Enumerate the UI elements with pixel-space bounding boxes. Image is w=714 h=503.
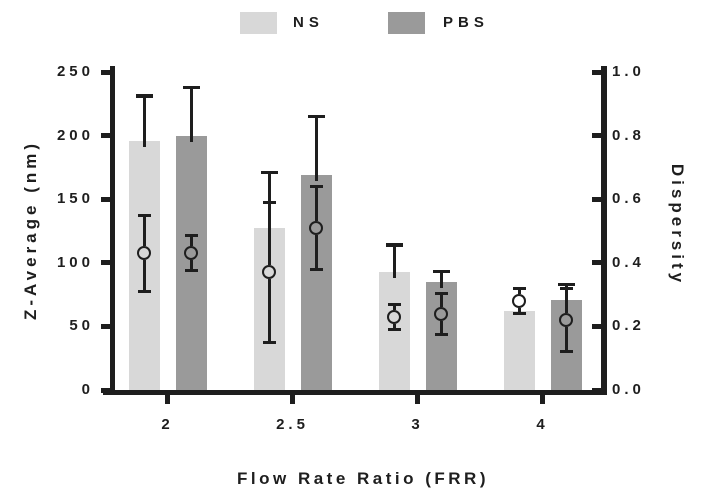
y-axis-left-ticklabel-250: 250 — [56, 63, 94, 80]
y-axis-left-tick-200 — [101, 133, 110, 139]
disp-marker-pbs-frr-4 — [559, 313, 573, 328]
disp-errorcap-bottom-ns-frr-4 — [512, 312, 526, 316]
y-axis-left-tick-50 — [101, 323, 110, 329]
x-axis-tick-frr-4 — [540, 395, 545, 404]
disp-errorbar-upper-pbs-frr-2 — [189, 235, 193, 247]
y-axis-left-ticklabel-200: 200 — [56, 126, 94, 144]
disp-marker-pbs-frr-2.5 — [309, 220, 323, 235]
disp-errorcap-bottom-pbs-frr-4 — [559, 350, 573, 354]
y-axis-right-tick-0.2 — [592, 323, 601, 329]
disp-errorbar-upper-ns-frr-2 — [142, 215, 146, 247]
zavg-errorbar-pbs-frr-2 — [189, 87, 193, 142]
zavg-errorbar-ns-frr-2 — [142, 96, 146, 147]
x-axis-line — [103, 390, 607, 395]
zavg-errorcap-ns-frr-3 — [385, 243, 403, 247]
disp-errorcap-top-pbs-frr-4 — [559, 286, 573, 290]
disp-errorcap-top-pbs-frr-2 — [184, 234, 198, 238]
x-axis-ticklabel-frr-2.5: 2.5 — [276, 416, 309, 433]
y-axis-left-ticklabel-0: 0 — [81, 381, 94, 398]
disp-errorbar-lower-pbs-frr-4 — [564, 327, 568, 352]
y-axis-left-tick-0 — [101, 387, 110, 393]
y-axis-left-ticklabel-50: 50 — [69, 317, 94, 335]
y-axis-left-tick-150 — [101, 196, 110, 202]
legend-label-ns: NS — [293, 14, 324, 31]
y-axis-right-ticklabel-0.4: 0.4 — [612, 253, 645, 271]
disp-marker-pbs-frr-2 — [184, 246, 198, 261]
y-axis-right-tick-0.0 — [592, 387, 601, 393]
y-axis-right-tick-0.8 — [592, 133, 601, 139]
disp-errorcap-bottom-ns-frr-2.5 — [262, 340, 276, 344]
disp-errorbar-upper-ns-frr-2.5 — [267, 202, 271, 266]
disp-errorcap-bottom-pbs-frr-2 — [184, 269, 198, 273]
y-axis-left-title: Z-Average (nm) — [21, 139, 40, 321]
disp-errorbar-lower-ns-frr-2.5 — [267, 279, 271, 343]
y-axis-right-ticklabel-0.2: 0.2 — [612, 317, 645, 335]
y-axis-right-tick-0.6 — [592, 196, 601, 202]
disp-errorbar-upper-pbs-frr-2.5 — [314, 186, 318, 221]
disp-errorbar-lower-pbs-frr-2.5 — [314, 234, 318, 270]
y-axis-right-ticklabel-1.0: 1.0 — [612, 63, 645, 80]
disp-errorbar-upper-pbs-frr-4 — [564, 288, 568, 314]
zavg-errorcap-ns-frr-2 — [135, 94, 153, 98]
zavg-errorcap-pbs-frr-2.5 — [307, 114, 325, 119]
zavg-errorcap-ns-frr-2.5 — [260, 170, 278, 175]
bar-ns-frr-4 — [503, 311, 535, 390]
x-axis-ticklabel-frr-2: 2 — [161, 416, 174, 433]
disp-errorcap-top-ns-frr-2.5 — [262, 200, 276, 204]
disp-errorbar-lower-pbs-frr-2 — [189, 260, 193, 271]
disp-marker-ns-frr-3 — [387, 309, 401, 324]
zavg-errorbar-pbs-frr-2.5 — [314, 116, 318, 182]
disp-marker-ns-frr-2.5 — [262, 265, 276, 280]
y-axis-right-ticklabel-0.6: 0.6 — [612, 190, 645, 208]
y-axis-right-tick-1.0 — [592, 69, 601, 75]
legend-swatch-pbs — [388, 12, 425, 34]
disp-errorbar-upper-ns-frr-4 — [517, 288, 521, 294]
disp-errorcap-bottom-pbs-frr-3 — [434, 332, 448, 336]
disp-marker-ns-frr-4 — [512, 293, 526, 308]
disp-errorcap-bottom-ns-frr-2 — [137, 289, 151, 293]
y-axis-right-tick-0.4 — [592, 260, 601, 266]
disp-errorbar-lower-ns-frr-3 — [392, 323, 396, 330]
zavg-errorbar-pbs-frr-3 — [439, 271, 443, 288]
zavg-errorcap-pbs-frr-4 — [557, 282, 575, 287]
zavg-errorcap-pbs-frr-3 — [432, 269, 450, 274]
legend-label-pbs: PBS — [443, 14, 489, 31]
zavg-errorbar-ns-frr-3 — [392, 244, 396, 278]
disp-errorbar-upper-pbs-frr-3 — [439, 293, 443, 307]
disp-marker-ns-frr-2 — [137, 246, 151, 261]
x-axis-ticklabel-frr-4: 4 — [536, 416, 549, 433]
zavg-errorcap-pbs-frr-2 — [182, 85, 200, 89]
x-axis-title: Flow Rate Ratio (FRR) — [237, 469, 489, 488]
disp-marker-pbs-frr-3 — [434, 306, 448, 321]
y-axis-left-tick-250 — [101, 69, 110, 75]
disp-errorbar-lower-ns-frr-2 — [142, 260, 146, 292]
disp-errorcap-top-pbs-frr-2.5 — [309, 184, 323, 188]
disp-errorcap-top-ns-frr-3 — [387, 302, 401, 306]
x-axis-tick-frr-3 — [415, 395, 420, 404]
y-axis-right-line — [601, 66, 607, 395]
disp-errorcap-top-ns-frr-4 — [512, 286, 526, 290]
y-axis-left-tick-100 — [101, 260, 110, 266]
y-axis-right-ticklabel-0.0: 0.0 — [612, 381, 645, 398]
disp-errorbar-lower-ns-frr-4 — [517, 307, 521, 314]
x-axis-tick-frr-2.5 — [290, 395, 295, 404]
disp-errorcap-bottom-ns-frr-3 — [387, 328, 401, 332]
y-axis-left-ticklabel-150: 150 — [56, 190, 94, 208]
disp-errorcap-top-ns-frr-2 — [137, 213, 151, 217]
x-axis-tick-frr-2 — [165, 395, 170, 404]
x-axis-ticklabel-frr-3: 3 — [411, 416, 424, 433]
legend-swatch-ns — [240, 12, 277, 34]
y-axis-left-line — [110, 66, 115, 395]
y-axis-right-ticklabel-0.8: 0.8 — [612, 126, 645, 144]
disp-errorbar-lower-pbs-frr-3 — [439, 320, 443, 335]
disp-errorcap-top-pbs-frr-3 — [434, 291, 448, 295]
y-axis-left-ticklabel-100: 100 — [56, 253, 94, 271]
disp-errorbar-upper-ns-frr-3 — [392, 304, 396, 310]
disp-errorcap-bottom-pbs-frr-2.5 — [309, 267, 323, 271]
